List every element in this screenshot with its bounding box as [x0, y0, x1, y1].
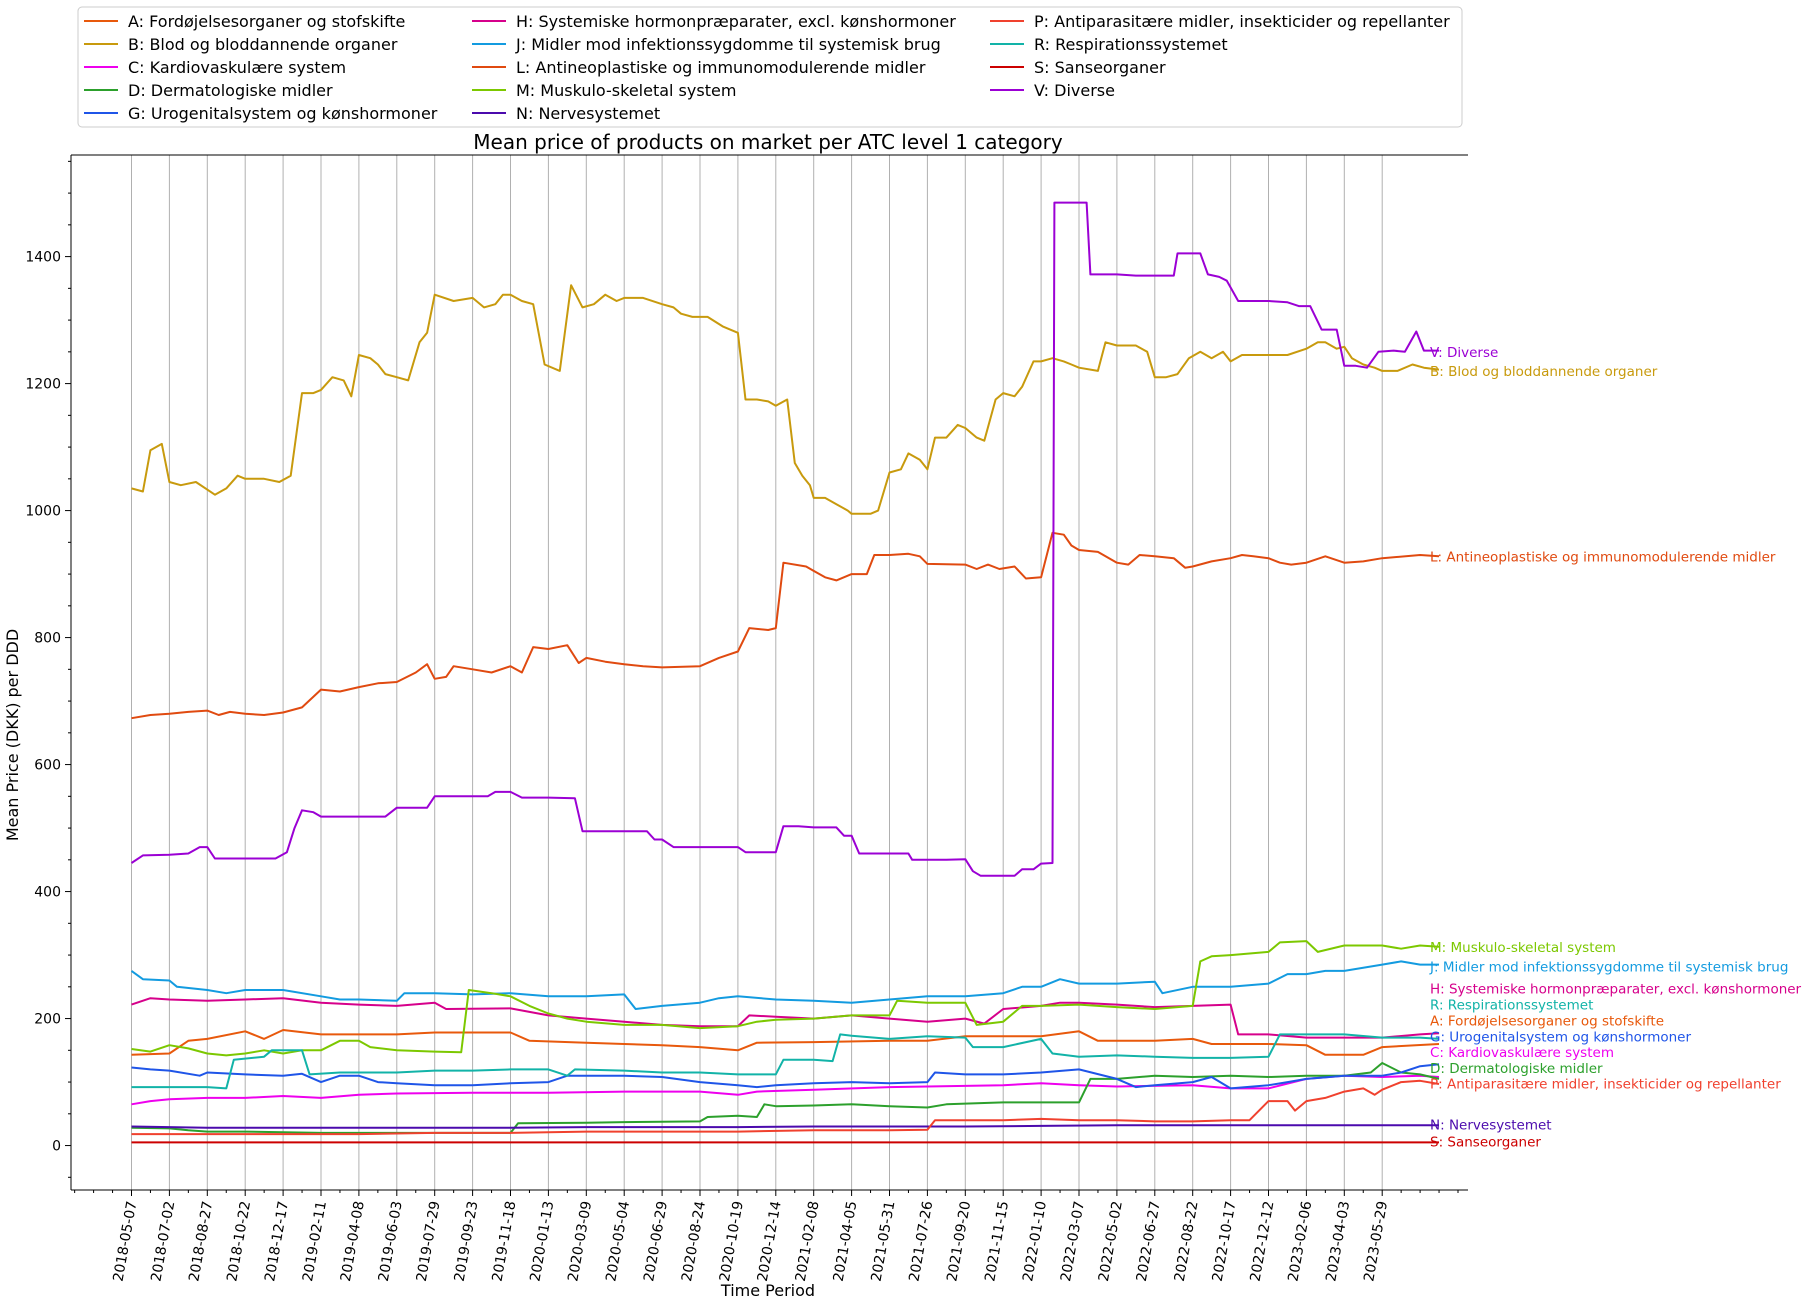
chart-title: Mean price of products on market per ATC…	[473, 130, 1063, 154]
x-tick-label: 2022-10-17	[1210, 1200, 1240, 1283]
series-line-j	[130, 960, 1439, 1010]
x-tick-label: 2018-07-02	[148, 1200, 178, 1283]
series-line-a	[131, 1029, 1440, 1056]
end-label-j: J: Midler mod infektionssygdomme til sys…	[1429, 959, 1788, 975]
legend-entry-p: P: Antiparasitære midler, insekticider o…	[1034, 12, 1450, 31]
series-line-n	[131, 1124, 1439, 1129]
x-tick-label: 2018-08-27	[186, 1200, 216, 1283]
x-tick-label: 2020-08-24	[679, 1200, 709, 1283]
x-tick-label: 2023-05-29	[1361, 1200, 1391, 1283]
series-end-labels: V: Diverse B: Blod og bloddannende organe…	[1429, 345, 1802, 1151]
x-tick-label: 2022-01-10	[1020, 1200, 1050, 1283]
end-label-s: S: Sanseorganer	[1430, 1135, 1541, 1151]
end-label-a: A: Fordøjelsesorganer og stofskifte	[1430, 1013, 1664, 1029]
legend-entry-g: G: Urogenitalsystem og kønshormoner	[128, 104, 438, 123]
x-tick-label: 2018-10-22	[224, 1200, 254, 1283]
x-tick-label: 2019-07-29	[414, 1200, 444, 1283]
x-tick-label: 2020-01-13	[527, 1200, 557, 1283]
legend-entry-m: M: Muskulo-skeletal system	[516, 81, 736, 100]
legend-entry-n: N: Nervesystemet	[516, 104, 660, 123]
legend-entry-c: C: Kardiovaskulære system	[128, 58, 346, 77]
end-label-n: N: Nervesystemet	[1430, 1118, 1552, 1134]
y-tick-label: 400	[34, 885, 61, 901]
x-tick-label: 2021-07-26	[906, 1200, 936, 1283]
x-tick-label: 2023-04-03	[1323, 1200, 1353, 1283]
x-tick-label: 2018-05-07	[111, 1200, 141, 1283]
series-lines	[130, 201, 1440, 1144]
legend-entry-s: S: Sanseorganer	[1034, 58, 1166, 77]
x-tick-label: 2022-12-12	[1248, 1200, 1278, 1283]
series-line-p	[131, 1079, 1440, 1136]
x-tick-label: 2021-05-31	[869, 1200, 899, 1283]
y-tick-label: 1000	[25, 504, 61, 520]
grid-lines	[131, 155, 1383, 1190]
y-axis-label: Mean Price (DKK) per DDD	[3, 629, 22, 841]
series-line-v	[130, 201, 1439, 877]
y-tick-label: 800	[34, 631, 61, 647]
x-tick-label: 2020-12-14	[755, 1200, 785, 1283]
end-label-h: H: Systemiske hormonpræparater, excl. kø…	[1430, 982, 1802, 998]
legend-entry-j: J: Midler mod infektionssygdomme til sys…	[515, 35, 941, 54]
legend-entry-l: L: Antineoplastiske og immunomodulerende…	[516, 58, 926, 77]
end-label-v: V: Diverse	[1430, 345, 1498, 361]
x-tick-label: 2020-06-29	[641, 1200, 671, 1283]
series-line-m	[131, 940, 1440, 1057]
x-tick-label: 2019-09-23	[452, 1200, 482, 1283]
x-axis-label: Time Period	[720, 1281, 815, 1300]
legend-entry-d: D: Dermatologiske midler	[128, 81, 333, 100]
legend-frame	[77, 6, 1463, 128]
x-tick-label: 2019-06-03	[376, 1200, 406, 1283]
x-tick-label: 2020-05-04	[603, 1200, 633, 1283]
x-tick-label: 2022-05-02	[1096, 1200, 1126, 1283]
series-line-c	[131, 1074, 1440, 1106]
x-tick-label: 2021-04-05	[831, 1200, 861, 1283]
end-label-d: D: Dermatologiske midler	[1430, 1061, 1603, 1077]
x-tick-label: 2022-08-22	[1172, 1200, 1202, 1283]
legend-entry-h: H: Systemiske hormonpræparater, excl. kø…	[516, 12, 956, 31]
x-tick-label: 2022-06-27	[1134, 1200, 1164, 1283]
x-tick-label: 2021-02-08	[793, 1200, 823, 1283]
series-line-l	[131, 531, 1440, 720]
series-line-h	[131, 997, 1440, 1039]
end-label-p: P: Antiparasitære midler, insekticider o…	[1430, 1076, 1781, 1092]
legend-entry-b: B: Blod og bloddannende organer	[128, 35, 398, 54]
end-label-c: C: Kardiovaskulære system	[1430, 1045, 1614, 1061]
y-tick-label: 0	[52, 1139, 61, 1155]
x-tick-label: 2022-03-07	[1058, 1200, 1088, 1283]
legend-entry-r: R: Respirationssystemet	[1034, 35, 1228, 54]
series-line-r	[131, 1033, 1440, 1090]
end-label-r: R: Respirationssystemet	[1430, 998, 1593, 1014]
x-tick-label: 2018-12-17	[262, 1200, 292, 1283]
y-tick-label: 1400	[25, 250, 61, 266]
x-tick-label: 2020-10-19	[717, 1200, 747, 1283]
y-tick-label: 200	[34, 1012, 61, 1028]
series-line-g	[131, 1063, 1440, 1090]
y-tick-label: 600	[34, 758, 61, 774]
end-label-m: M: Muskulo-skeletal system	[1430, 940, 1616, 956]
legend-entry-a: A: Fordøjelsesorganer og stofskifte	[128, 12, 405, 31]
x-tick-label: 2019-04-08	[338, 1200, 368, 1283]
x-tick-label: 2023-02-06	[1285, 1200, 1315, 1283]
legend: A: Fordøjelsesorganer og stofskifte B: Bl…	[77, 6, 1463, 128]
x-tick-label: 2019-02-11	[300, 1200, 330, 1283]
x-tick-label: 2021-11-15	[982, 1200, 1012, 1283]
x-tick-label: 2019-11-18	[490, 1200, 520, 1283]
y-tick-label: 1200	[25, 377, 61, 393]
legend-entry-v: V: Diverse	[1034, 81, 1115, 100]
x-tick-label: 2020-03-09	[565, 1200, 595, 1283]
end-label-l: L: Antineoplastiske og immunomodulerende…	[1430, 549, 1776, 565]
x-tick-label: 2021-09-20	[944, 1200, 974, 1283]
end-label-g: G: Urogenitalsystem og kønshormoner	[1430, 1029, 1691, 1045]
series-line-b	[131, 284, 1440, 515]
end-label-b: B: Blod og bloddannende organer	[1430, 364, 1658, 380]
